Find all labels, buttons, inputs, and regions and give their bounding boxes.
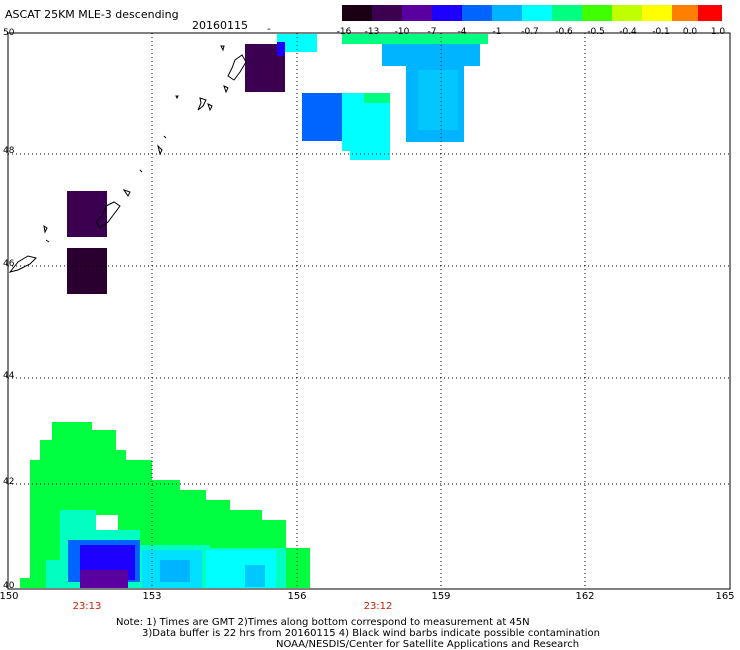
colorbar-label: -0.4 [619,27,637,37]
colorbar-label: -0.5 [587,27,605,37]
graticule [8,33,730,589]
note-line: Note: 1) Times are GMT 2)Times along bot… [116,617,530,628]
map-date: 20160115 [192,19,248,32]
colorbar-label: -10 [394,27,410,37]
pass-time: 23:13 [72,601,102,612]
lon-label: 153 [142,591,162,602]
pass-time: 23:12 [363,601,393,612]
lon-label: 150 [0,591,19,602]
note-line: NOAA/NESDIS/Center for Satellite Applica… [276,639,580,650]
colorbar-label: 0.0 [682,27,698,37]
colorbar-label: 1.0 [710,27,726,37]
wind-cells [20,34,488,588]
colorbar-label: -0.7 [521,27,539,37]
lat-label: 50 [3,28,15,38]
map-frame [7,32,731,590]
lat-label: 48 [3,146,15,156]
dash-mark: - [267,24,271,35]
lat-label: 46 [3,259,15,269]
lon-label: 162 [575,591,595,602]
lat-label: 44 [3,371,15,381]
colorbar-label: -0.1 [652,27,670,37]
colorbar-label: -0.6 [555,27,573,37]
lat-label: 42 [3,477,15,487]
colorbar [342,5,722,21]
colorbar-label: -13 [364,27,380,37]
colorbar-label: -4 [457,27,467,37]
colorbar-label: -7 [427,27,437,37]
lat-label: 40 [3,581,15,591]
coastline [8,45,247,273]
note-line: 3)Data buffer is 22 hrs from 20160115 4)… [142,628,600,639]
lon-label: 156 [287,591,307,602]
lon-label: 159 [431,591,451,602]
lon-label: 165 [715,591,735,602]
colorbar-label: -16 [336,27,352,37]
map-title: ASCAT 25KM MLE-3 descending [5,8,179,21]
colorbar-label: -1 [492,27,502,37]
